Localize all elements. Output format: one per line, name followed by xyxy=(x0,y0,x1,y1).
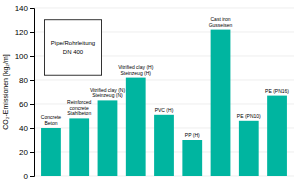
category-label-line: PE (PN16) xyxy=(265,88,289,94)
bars xyxy=(41,30,287,176)
y-tick: 60 xyxy=(19,100,34,109)
y-tick-mark xyxy=(30,32,34,33)
y-tick-label: 0 xyxy=(24,172,29,180)
category-label-line: PP (H) xyxy=(185,132,200,138)
y-tick-label: 20 xyxy=(19,148,28,157)
y-tick-label: 140 xyxy=(15,4,29,13)
bar xyxy=(211,30,231,176)
category-label: PE (PN16) xyxy=(265,88,289,94)
bar xyxy=(69,118,89,176)
category-label: Vitrified clay (N)Steinzeug (N) xyxy=(90,87,126,99)
category-label: ConcreteBeton xyxy=(41,114,62,126)
y-tick-label: 100 xyxy=(15,52,29,61)
plot: 0 20 40 60 80 100 120 140 ConcreteBeton Reinforce… xyxy=(15,4,294,180)
category-labels: ConcreteBeton ReinforcedconcreteStahlbeto… xyxy=(41,16,290,138)
annotation-box xyxy=(44,20,101,75)
y-tick-mark xyxy=(30,176,34,177)
grid-line xyxy=(34,80,294,81)
category-label-line: Beton xyxy=(44,120,57,126)
category-label-line: Stahlbeton xyxy=(67,110,91,116)
y-tick-label: 60 xyxy=(19,100,28,109)
y-axis-line xyxy=(30,9,35,177)
bar xyxy=(239,121,259,176)
y-axis: 0 20 40 60 80 100 120 140 xyxy=(15,4,35,180)
bar xyxy=(41,128,61,176)
category-label: Cast ironGusseisen xyxy=(209,16,233,28)
y-tick: 80 xyxy=(19,76,34,85)
annotation-text: Pipe/Rohrleitung DN 400 xyxy=(51,40,95,54)
bar xyxy=(98,100,118,176)
category-label: ReinforcedconcreteStahlbeton xyxy=(67,99,91,116)
category-label: PVC (H) xyxy=(155,107,174,113)
annotation-line: DN 400 xyxy=(63,49,84,55)
y-axis-title: CO₂-Emissionen [kg₂/m] xyxy=(2,54,10,130)
bar xyxy=(182,140,202,176)
bar xyxy=(154,115,174,176)
y-tick: 140 xyxy=(15,4,34,13)
grid xyxy=(34,8,294,176)
y-tick: 0 xyxy=(24,172,34,180)
y-tick-mark xyxy=(30,104,34,105)
bar xyxy=(267,96,287,176)
y-tick-mark xyxy=(30,8,34,9)
y-tick-mark xyxy=(30,128,34,129)
category-label-line: PVC (H) xyxy=(155,107,174,113)
annotation-line: Pipe/Rohrleitung xyxy=(51,40,95,46)
category-label-line: Steinzeug (N) xyxy=(92,92,123,98)
annotation: Pipe/Rohrleitung DN 400 xyxy=(44,20,101,75)
bar xyxy=(126,78,146,176)
y-tick: 40 xyxy=(19,124,34,133)
category-label: PP (H) xyxy=(185,132,200,138)
category-label: Vitrified clay (H)Steinzeug (H) xyxy=(118,64,154,76)
category-label-line: Steinzeug (H) xyxy=(120,70,151,76)
y-tick: 20 xyxy=(19,148,34,157)
chart: 0 20 40 60 80 100 120 140 ConcreteBeton Reinforce… xyxy=(0,0,300,180)
y-tick-label: 80 xyxy=(19,76,28,85)
y-tick-mark xyxy=(30,152,34,153)
category-label: PE (PN10) xyxy=(237,113,261,119)
y-tick: 100 xyxy=(15,52,34,61)
category-label-line: PE (PN10) xyxy=(237,113,261,119)
y-tick-label: 120 xyxy=(15,28,29,37)
category-label-line: Gusseisen xyxy=(209,22,233,28)
y-tick-mark xyxy=(30,80,34,81)
y-tick-mark xyxy=(30,56,34,57)
y-tick-label: 40 xyxy=(19,124,28,133)
grid-line xyxy=(34,8,294,9)
y-tick: 120 xyxy=(15,28,34,37)
